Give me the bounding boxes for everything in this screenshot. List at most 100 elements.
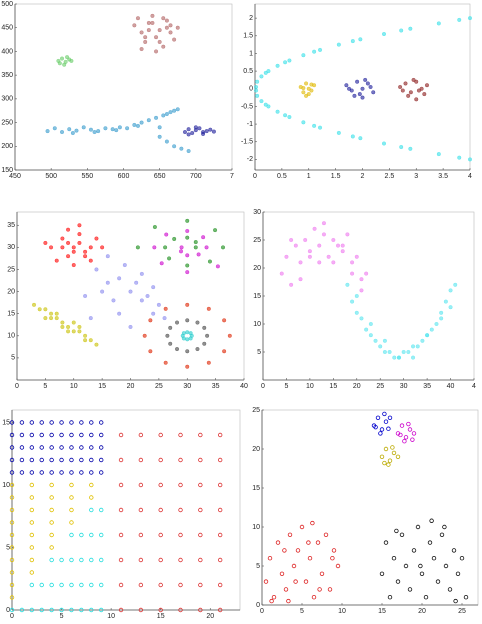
data-point (69, 457, 74, 463)
data-point (89, 445, 94, 450)
data-point (118, 557, 124, 563)
data-point (283, 113, 288, 118)
data-point (172, 37, 177, 42)
data-point (83, 333, 88, 338)
x-tick-label: 0 (10, 613, 14, 620)
data-point (135, 16, 140, 21)
data-point (179, 146, 184, 151)
data-point (442, 524, 447, 530)
data-point (79, 432, 84, 438)
data-point (418, 563, 423, 569)
x-tick-label: 15 (157, 613, 165, 620)
data-point (77, 240, 82, 245)
y-tick-label: -1.5 (241, 139, 253, 146)
data-point (382, 460, 387, 466)
data-point (146, 20, 151, 25)
data-point (359, 288, 364, 293)
data-point (66, 324, 71, 329)
data-point (403, 563, 409, 569)
data-point (9, 420, 15, 425)
data-point (19, 445, 25, 450)
data-point (9, 470, 15, 475)
data-point (62, 62, 67, 67)
data-point (429, 327, 434, 332)
data-point (283, 60, 288, 65)
data-point (291, 563, 297, 569)
data-point (439, 316, 444, 321)
data-point (165, 333, 170, 338)
y-tick-label: 0 (249, 86, 253, 93)
axes-frame (14, 3, 233, 171)
x-tick-label: 450 (9, 173, 21, 180)
y-tick-label: 10 (7, 333, 15, 340)
data-point (89, 507, 94, 513)
data-point (66, 254, 71, 259)
y-tick-label: 0 (256, 602, 260, 609)
y-tick-label: 15 (253, 293, 261, 300)
data-point (168, 23, 173, 28)
x-tick-label: 10 (338, 608, 346, 615)
data-point (79, 582, 84, 588)
data-point (29, 420, 35, 425)
x-tick-label: 4 (472, 383, 476, 390)
x-tick-label: 20 (418, 608, 426, 615)
data-point (217, 432, 223, 438)
data-point (150, 20, 155, 25)
data-point (59, 557, 64, 563)
data-point (185, 318, 190, 323)
data-point (128, 324, 133, 329)
data-point (135, 245, 140, 250)
data-point (43, 316, 48, 321)
data-point (431, 556, 437, 561)
x-tick-label: 20 (206, 613, 214, 620)
data-point (150, 13, 155, 18)
data-point (69, 420, 74, 425)
data-point (318, 125, 323, 130)
data-point (368, 84, 373, 89)
data-point (358, 37, 363, 42)
data-point (69, 520, 74, 525)
x-tick-label: 5 (43, 383, 47, 390)
data-point (154, 49, 159, 54)
data-point (217, 582, 223, 588)
x-tick-label: 15 (329, 383, 337, 390)
data-point (286, 598, 291, 604)
data-point (215, 264, 220, 269)
data-point (92, 130, 97, 135)
data-point (178, 507, 183, 513)
data-point (60, 236, 65, 241)
data-point (350, 271, 355, 276)
data-point (423, 595, 429, 600)
data-point (146, 28, 151, 33)
data-point (178, 532, 183, 538)
data-point (9, 495, 15, 500)
data-point (49, 495, 54, 500)
x-tick-label: 500 (45, 173, 57, 180)
data-point (69, 607, 74, 613)
data-point (49, 482, 54, 488)
data-point (69, 557, 74, 563)
data-point (154, 35, 159, 40)
data-point (435, 579, 441, 584)
data-point (105, 254, 110, 259)
data-point (69, 482, 74, 488)
data-point (301, 86, 306, 91)
data-point (398, 432, 403, 438)
data-point (49, 507, 54, 513)
data-point (99, 607, 104, 613)
y-tick-label: 30 (7, 244, 15, 251)
data-point (399, 28, 404, 33)
data-point (254, 88, 259, 93)
data-point (391, 450, 397, 456)
data-point (168, 30, 173, 35)
data-point (89, 470, 94, 475)
data-point (379, 454, 385, 459)
data-point (175, 25, 180, 30)
data-point (118, 432, 124, 438)
data-point (49, 557, 54, 563)
data-point (419, 571, 425, 576)
data-point (67, 127, 72, 132)
data-point (139, 30, 144, 35)
data-point (425, 333, 430, 338)
data-point (163, 306, 168, 311)
